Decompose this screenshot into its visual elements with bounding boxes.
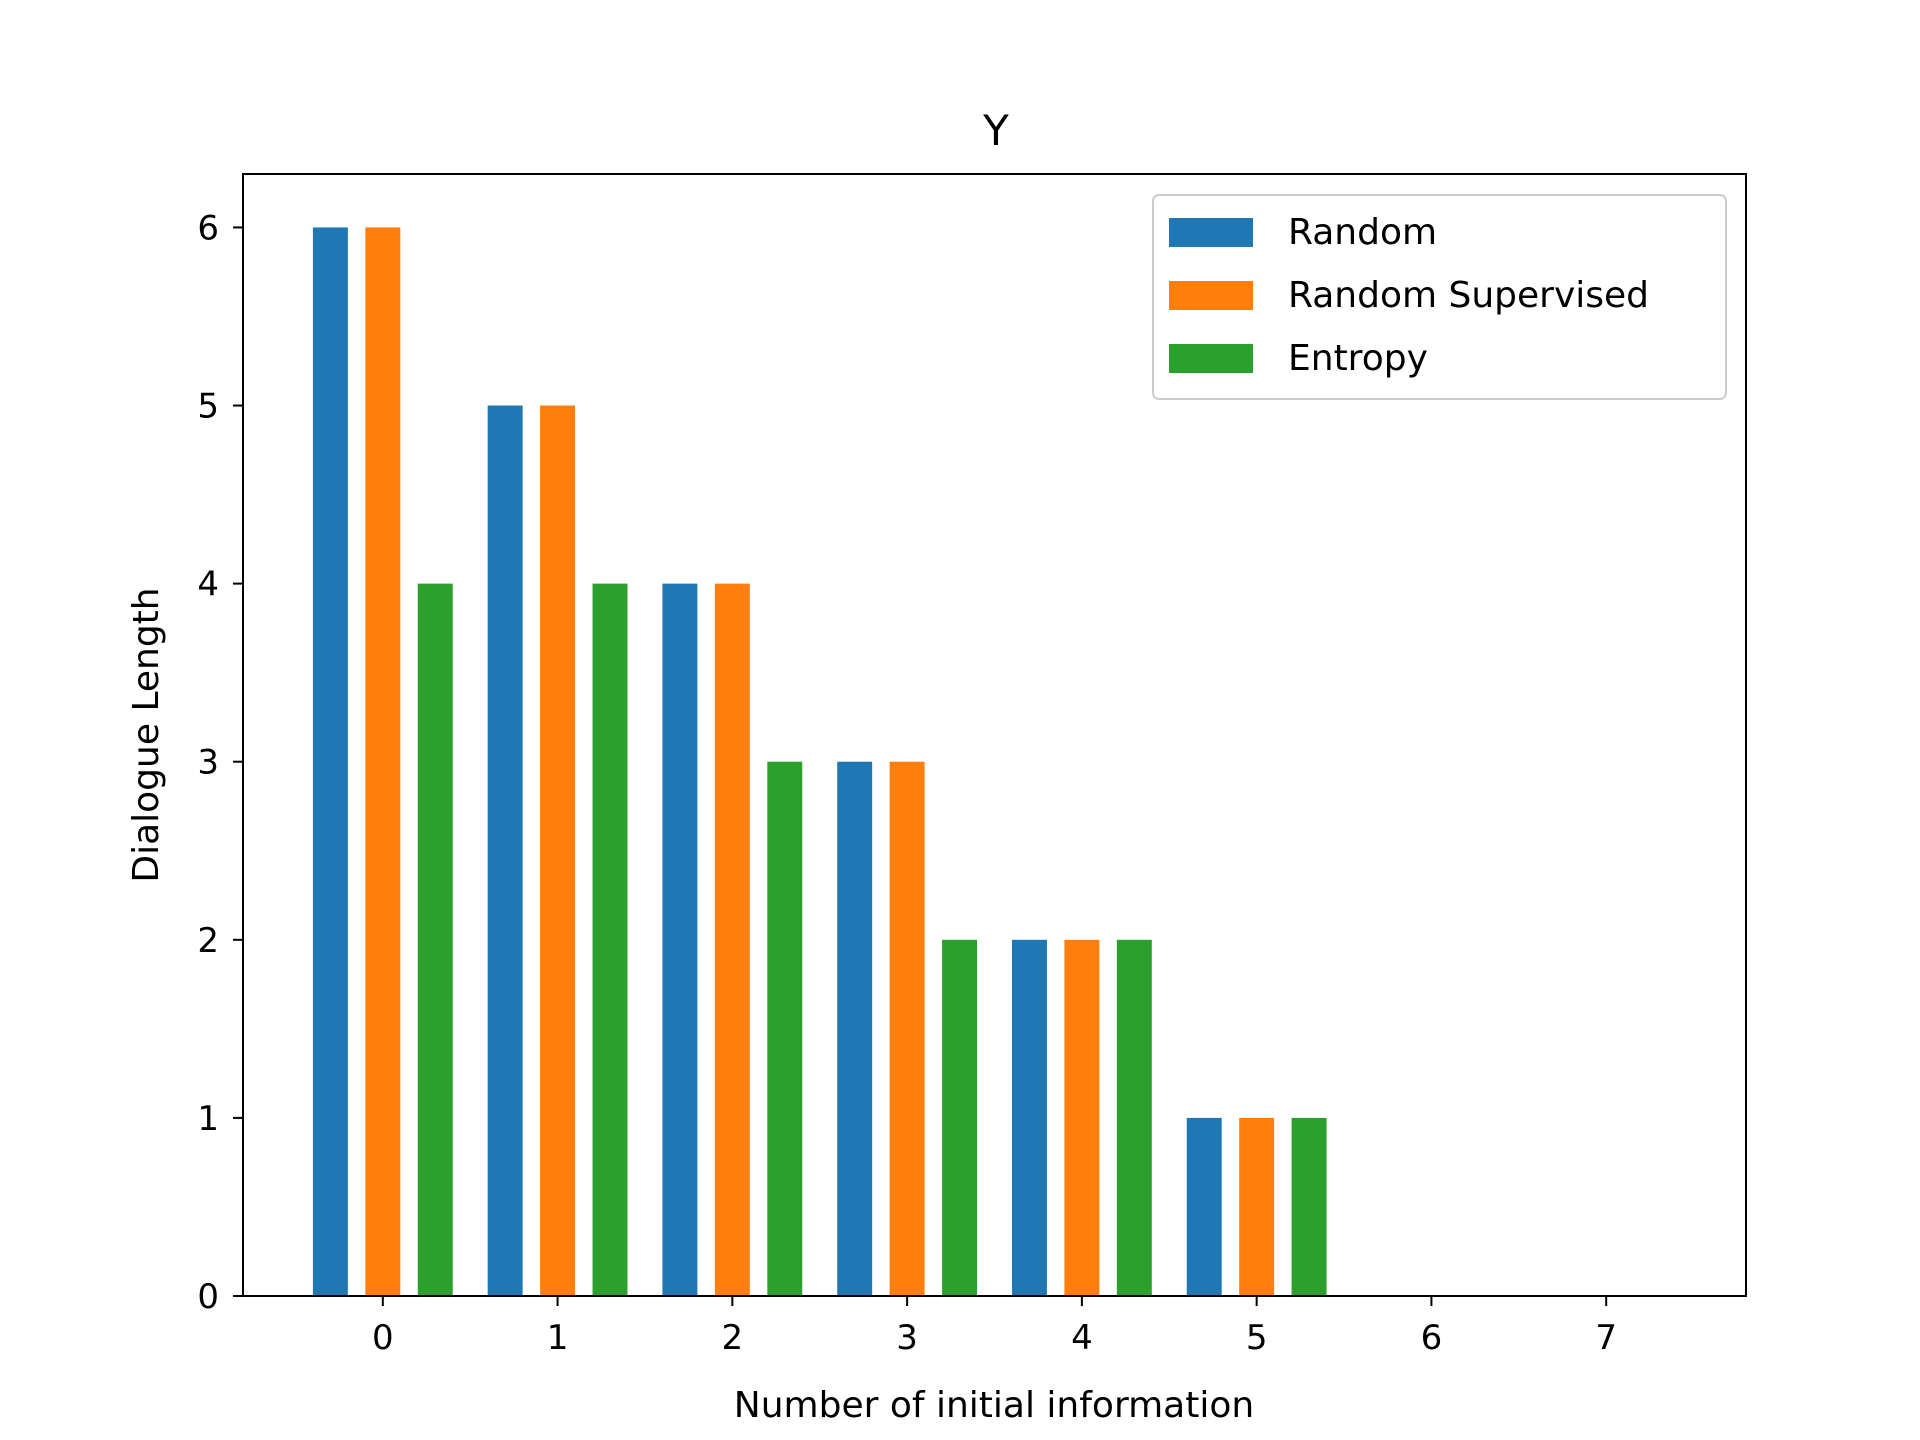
x-tick-label: 4 xyxy=(1071,1318,1093,1358)
legend-label: Random Supervised xyxy=(1288,275,1649,316)
bar-entropy-0 xyxy=(417,583,453,1296)
legend-swatch-random-supervised xyxy=(1169,281,1253,310)
bar-entropy-3 xyxy=(942,939,978,1296)
x-tick-label: 7 xyxy=(1595,1318,1617,1358)
bar-entropy-1 xyxy=(592,583,628,1296)
y-tick-label: 6 xyxy=(197,208,219,248)
x-axis-label: Number of initial information xyxy=(734,1385,1254,1426)
y-tick-label: 1 xyxy=(197,1099,219,1139)
bar-random-supervised-0 xyxy=(365,227,401,1297)
legend-label: Entropy xyxy=(1288,338,1428,379)
x-axis: 0 1 2 3 4 5 6 7 xyxy=(372,1296,1617,1358)
y-tick-label: 5 xyxy=(197,387,219,427)
y-tick-label: 4 xyxy=(197,565,219,605)
x-tick-label: 3 xyxy=(896,1318,918,1358)
x-tick-label: 6 xyxy=(1421,1318,1443,1358)
bar-entropy-4 xyxy=(1116,939,1152,1296)
bar-random-supervised-2 xyxy=(714,583,750,1296)
bar-random-5 xyxy=(1186,1117,1222,1296)
x-tick-label: 2 xyxy=(722,1318,744,1358)
bar-random-3 xyxy=(837,761,873,1296)
bar-random-supervised-5 xyxy=(1239,1117,1275,1296)
legend-swatch-random xyxy=(1169,218,1253,247)
chart-title: Y xyxy=(982,106,1009,155)
y-tick-label: 0 xyxy=(197,1277,219,1317)
legend-box xyxy=(1152,194,1727,400)
x-tick-label: 1 xyxy=(547,1318,569,1358)
bar-random-supervised-1 xyxy=(540,405,576,1296)
bar-random-2 xyxy=(662,583,698,1296)
legend: Random Random Supervised Entropy xyxy=(1152,194,1727,400)
bar-random-supervised-4 xyxy=(1064,939,1100,1296)
x-tick-label: 0 xyxy=(372,1318,394,1358)
bar-entropy-2 xyxy=(767,761,803,1296)
bar-random-supervised-3 xyxy=(889,761,925,1296)
bar-random-0 xyxy=(312,227,348,1297)
bars-group xyxy=(312,227,1327,1297)
x-tick-label: 5 xyxy=(1246,1318,1268,1358)
bar-random-4 xyxy=(1011,939,1047,1296)
y-tick-label: 3 xyxy=(197,743,219,783)
bar-entropy-5 xyxy=(1291,1117,1327,1296)
legend-swatch-entropy xyxy=(1169,344,1253,373)
y-axis-label: Dialogue Length xyxy=(126,587,167,882)
y-axis: 0 1 2 3 4 5 6 xyxy=(197,208,243,1317)
plot-frame xyxy=(242,173,1747,1297)
bar-random-1 xyxy=(487,405,523,1296)
legend-label: Random xyxy=(1288,212,1437,253)
y-tick-label: 2 xyxy=(197,921,219,961)
